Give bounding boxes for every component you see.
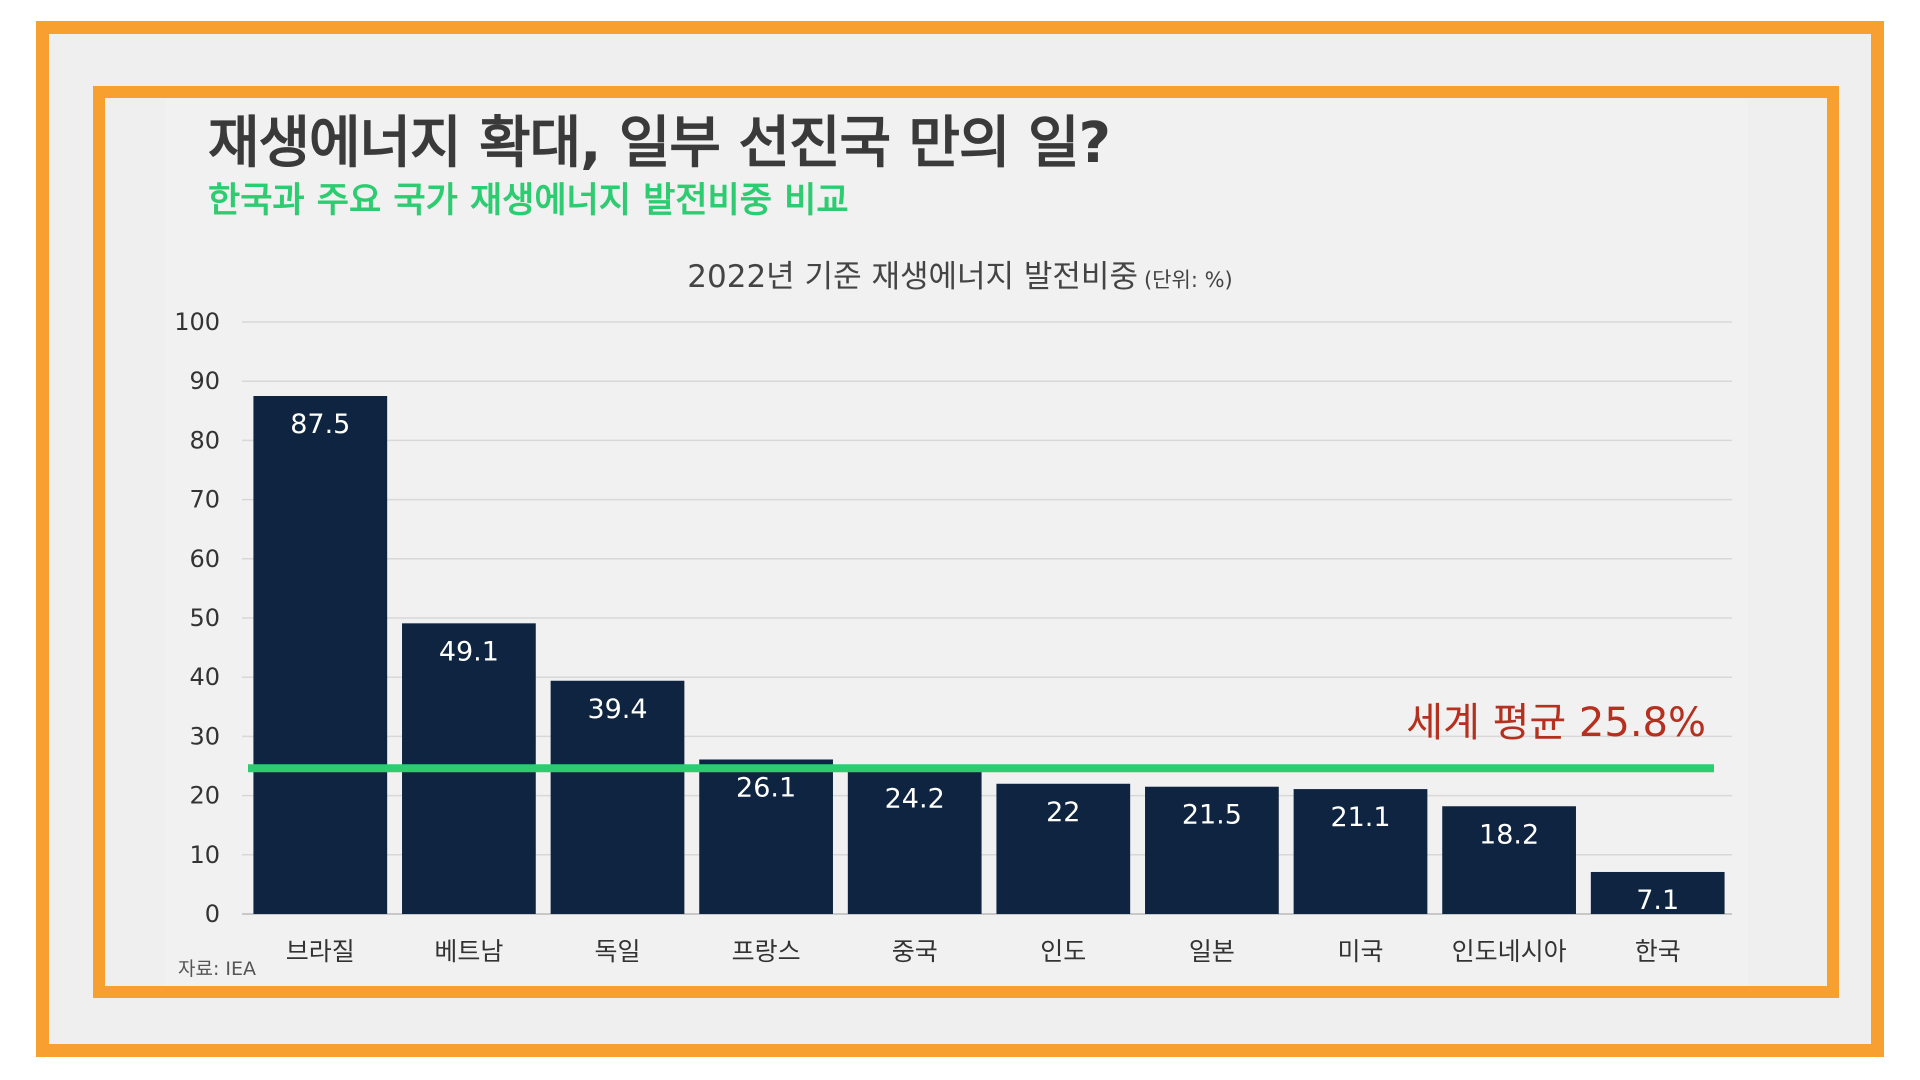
x-tick-label: 브라질 [286,937,355,966]
bar [1293,789,1428,914]
y-tick-label: 80 [189,426,220,454]
bar [1442,806,1576,914]
bar-value-label: 22 [1046,797,1080,828]
chart-title-text: 2022년 기준 재생에너지 발전비중 [687,259,1138,295]
bar [699,759,833,914]
unit-label: (단위: %) [1143,268,1233,292]
bars [253,396,1725,914]
bar [253,396,388,914]
bar [996,783,1131,914]
y-tick-label: 70 [189,486,220,514]
average-label: 세계 평균 25.8% [1406,700,1706,746]
bar [1145,786,1279,914]
bar-value-label: 87.5 [290,409,350,440]
x-tick-label: 한국 [1635,937,1681,966]
x-tick-label: 인도 [1040,937,1086,966]
y-axis-ticks: 0 10 20 30 40 50 60 70 80 90 100 [174,308,220,928]
bar-value-label: 18.2 [1479,819,1539,850]
y-tick-label: 40 [189,663,220,691]
y-tick-label: 10 [189,841,220,869]
y-tick-label: 100 [174,308,220,336]
x-tick-label: 미국 [1337,937,1383,966]
bar-value-label: 24.2 [885,784,945,815]
x-axis-ticks: 브라질 베트남 독일 프랑스 중국 인도 일본 미국 인도네시아 한국 [286,937,1681,966]
y-tick-label: 50 [189,604,220,632]
bar-value-label: 26.1 [736,772,796,803]
y-tick-label: 60 [189,545,220,573]
main-title: 재생에너지 확대, 일부 선진국 만의 일? [208,111,1111,176]
x-tick-label: 일본 [1189,937,1235,966]
x-tick-label: 베트남 [434,937,503,966]
y-tick-label: 20 [189,782,220,810]
value-labels: 87.5 49.1 39.4 26.1 24.2 22 21.5 21.1 18.2 7.1 [290,409,1679,916]
bar-value-label: 7.1 [1636,885,1679,916]
chart-title: 2022년 기준 재생에너지 발전비중 (단위: %) [0,251,1920,296]
x-tick-label: 인도네시아 [1452,937,1567,966]
x-tick-label: 프랑스 [732,937,801,966]
source-note: 자료: IEA [178,958,257,980]
x-tick-label: 중국 [892,937,938,966]
y-tick-label: 0 [205,900,220,928]
bar [550,680,685,914]
bar-value-label: 39.4 [587,694,647,725]
bar-value-label: 21.5 [1182,800,1242,831]
bar-value-label: 21.1 [1330,802,1390,833]
x-tick-label: 독일 [594,937,640,966]
bar-value-label: 49.1 [439,636,499,667]
y-tick-label: 30 [189,722,220,750]
subtitle: 한국과 주요 국가 재생에너지 발전비중 비교 [208,181,849,221]
bar [1590,871,1725,914]
bar [847,770,982,914]
y-tick-label: 90 [189,367,220,395]
average-line-group: 세계 평균 25.8% [248,700,1714,773]
